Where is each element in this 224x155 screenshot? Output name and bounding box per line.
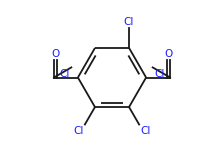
Text: Cl: Cl xyxy=(140,126,150,136)
Text: Cl: Cl xyxy=(59,69,70,79)
Text: Cl: Cl xyxy=(74,126,84,136)
Text: Cl: Cl xyxy=(124,17,134,27)
Text: O: O xyxy=(165,49,173,59)
Text: Cl: Cl xyxy=(154,69,165,79)
Text: O: O xyxy=(51,49,59,59)
